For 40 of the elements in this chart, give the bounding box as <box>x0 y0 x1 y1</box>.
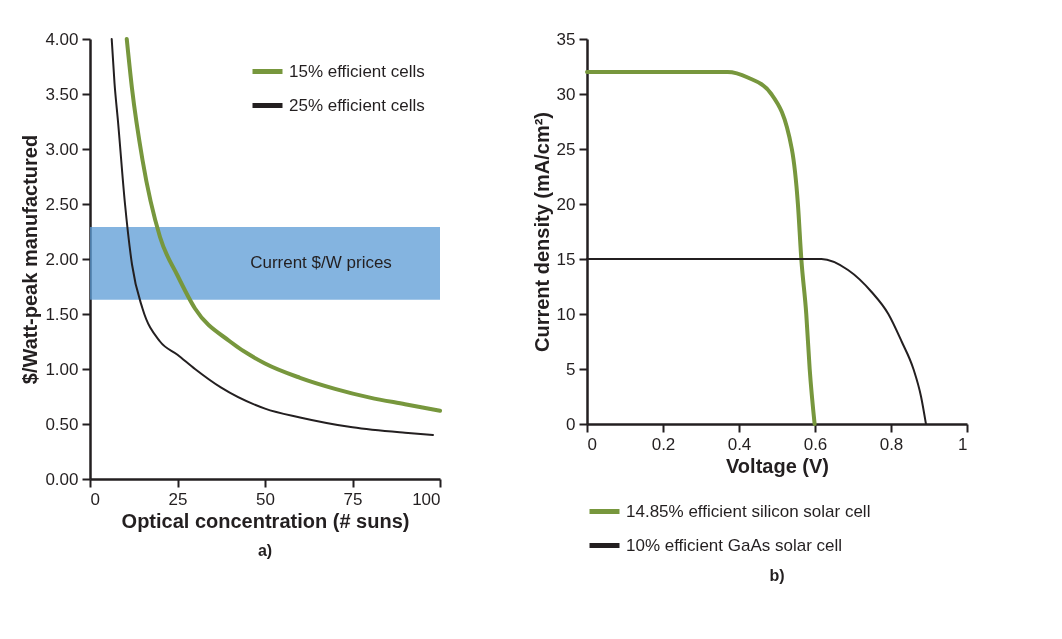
y-axis-title: $/Watt-peak manufactured <box>19 134 42 385</box>
y-tick-label: 30 <box>556 84 576 104</box>
y-tick-label: 0.00 <box>45 469 79 489</box>
y-tick-label: 20 <box>556 194 576 214</box>
legend-label: 25% efficient cells <box>289 95 425 115</box>
x-tick-label: 0 <box>90 489 100 509</box>
legend-label: 15% efficient cells <box>289 61 425 81</box>
x-tick-label: 1 <box>958 434 968 454</box>
y-tick-label: 25 <box>556 139 576 159</box>
x-tick-label: 100 <box>412 489 441 509</box>
x-tick-label: 75 <box>343 489 363 509</box>
band-label: Current $/W prices <box>250 253 392 273</box>
y-tick-label: 2.50 <box>45 194 79 214</box>
x-tick-label: 0 <box>587 434 597 454</box>
line-series <box>585 70 817 426</box>
y-tick-label: 0.50 <box>45 414 79 434</box>
y-tick-label: 2.00 <box>45 249 79 269</box>
x-tick-label: 0.2 <box>651 434 676 454</box>
y-tick-label: 10 <box>556 304 576 324</box>
y-tick-label: 5 <box>566 359 576 379</box>
text: a) <box>257 542 273 559</box>
y-tick-label: 1.00 <box>45 359 79 379</box>
y-tick-label: 3.50 <box>45 84 79 104</box>
y-axis-title: Current density (mA/cm²) <box>530 111 553 353</box>
x-tick-label: 0.8 <box>879 434 904 454</box>
y-tick-label: 15 <box>556 249 576 269</box>
legend-label: 14.85% efficient silicon solar cell <box>626 501 871 521</box>
y-tick-label: 4.00 <box>45 29 79 49</box>
legend-label: 10% efficient GaAs solar cell <box>626 535 843 555</box>
x-tick-label: 25 <box>168 489 188 509</box>
x-tick-label: 0.4 <box>727 434 752 454</box>
x-axis-title: Optical concentration (# suns) <box>121 509 410 532</box>
y-tick-label: 3.00 <box>45 139 79 159</box>
y-tick-label: 1.50 <box>45 304 79 324</box>
y-tick-label: 0 <box>566 414 576 434</box>
x-tick-label: 0.6 <box>803 434 828 454</box>
x-axis-title: Voltage (V) <box>726 454 829 477</box>
x-tick-label: 50 <box>256 489 275 509</box>
text: b) <box>769 567 785 584</box>
y-tick-label: 35 <box>556 29 576 49</box>
